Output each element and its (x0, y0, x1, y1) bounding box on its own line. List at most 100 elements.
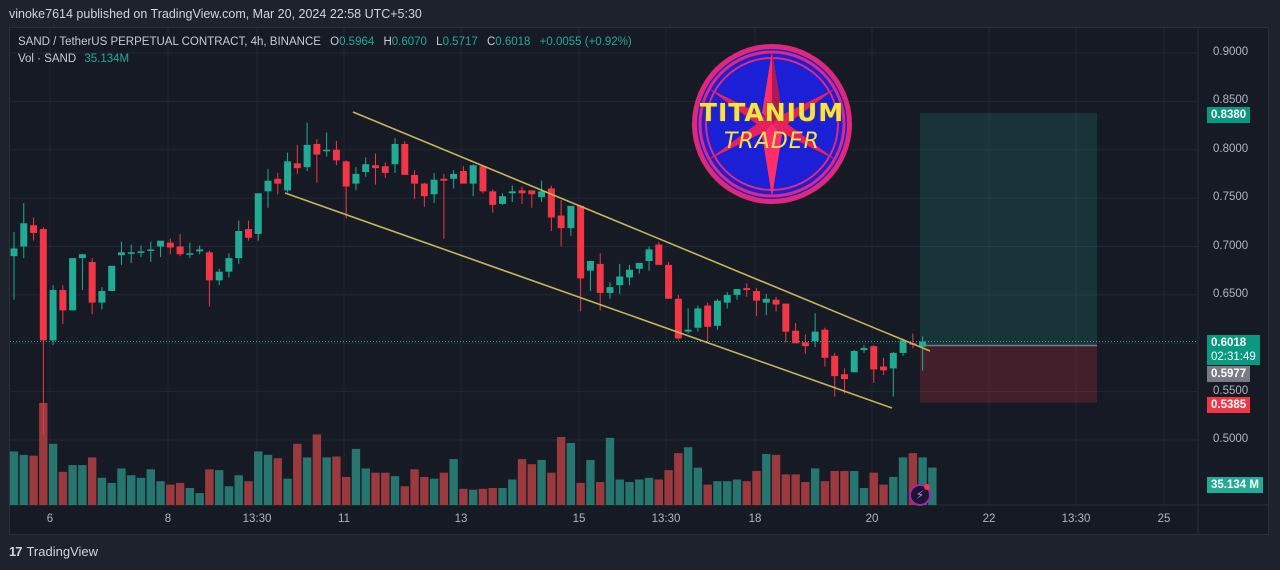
candle-down (440, 178, 448, 181)
candle-up (850, 350, 858, 373)
candle-down (39, 229, 47, 341)
candle-up (78, 254, 86, 259)
volume-bar (596, 482, 605, 505)
volume-bar (840, 471, 849, 505)
candle-up (450, 173, 458, 179)
candle-up (225, 258, 233, 272)
volume-bar (674, 453, 683, 505)
time-tick-label: 13:30 (1061, 513, 1091, 525)
volume-bar (117, 468, 126, 505)
last-price-label: 0.6018 02:31:49 (1207, 335, 1260, 365)
time-tick-label: 20 (865, 513, 879, 525)
time-tick-label: 6 (46, 513, 54, 525)
candle-up (98, 291, 106, 303)
candle-up (508, 191, 516, 194)
candle-up (713, 300, 721, 326)
candle-down (518, 190, 526, 194)
volume-bar (254, 451, 263, 505)
time-tick-label: 13:30 (242, 513, 272, 525)
volume-bar (781, 474, 791, 505)
candle-up (469, 165, 477, 184)
candle-up (860, 348, 868, 351)
volume-bar (762, 454, 771, 505)
candle-up (303, 144, 311, 168)
candle-up (352, 173, 360, 184)
volume-bar (439, 472, 449, 505)
candle-down (459, 171, 467, 184)
open-label: O (330, 36, 340, 48)
volume-bar (273, 458, 282, 505)
volume-bar (752, 471, 761, 505)
volume-bar (263, 454, 273, 505)
candle-down (420, 183, 428, 197)
volume-bar (48, 443, 58, 505)
candle-down (782, 303, 790, 332)
candle-up (20, 223, 28, 247)
candle-down (665, 264, 673, 299)
volume-bar (107, 482, 116, 505)
volume-bar (635, 479, 644, 505)
candle-up (137, 251, 145, 253)
footer-brand[interactable]: 17 TradingView (9, 544, 98, 559)
volume-bar (29, 455, 38, 505)
candle-down (880, 366, 888, 371)
logo-text-titanium: TITANIUM (699, 98, 845, 127)
candle-down (274, 178, 282, 184)
price-tick-label: 0.6500 (1213, 287, 1249, 300)
volume-bar (693, 467, 703, 505)
volume-bar (195, 493, 204, 505)
candle-up (811, 331, 819, 342)
candle-down (792, 330, 800, 344)
volume-bar (87, 457, 97, 505)
volume-bar (801, 482, 810, 505)
volume-bar (498, 488, 507, 505)
candle-down (381, 166, 389, 173)
volume-bar (341, 476, 351, 505)
volume-bar (576, 482, 585, 505)
price-tick-label: 0.5500 (1213, 384, 1249, 397)
volume-bar (224, 486, 234, 505)
candle-up (567, 205, 575, 229)
volume-bar (918, 457, 927, 505)
candle-up (723, 294, 731, 303)
volume-bar (97, 477, 107, 505)
candle-down (489, 191, 497, 205)
candle-up (147, 249, 155, 251)
volume-bar (9, 451, 19, 505)
volume-bar (449, 459, 458, 505)
volume-bar (615, 479, 624, 505)
volume-bar (586, 459, 595, 505)
candle-up (69, 258, 77, 311)
time-tick-label: 11 (338, 513, 350, 525)
channel-upper-trendline (352, 111, 931, 352)
candle-down (547, 188, 555, 218)
candle-up (108, 265, 116, 292)
volume-bar (127, 475, 136, 505)
open-value: 0.5964 (339, 36, 375, 48)
high-value: 0.6070 (391, 36, 427, 48)
volume-bar (869, 472, 878, 505)
candle-up (499, 196, 506, 204)
tradingview-brand: TradingView (26, 544, 99, 559)
candle-down (88, 261, 96, 303)
candle-up (919, 341, 927, 347)
candle-down (205, 252, 213, 281)
volume-bar (644, 477, 654, 505)
price-tick-label: 0.9000 (1213, 46, 1249, 58)
volume-bar (810, 468, 820, 505)
high-label: H (383, 36, 392, 48)
time-tick-label: 18 (748, 513, 762, 525)
volume-axis-label: 35.134 M (1207, 477, 1263, 493)
volume-bar (214, 470, 224, 505)
logo-text-trader: TRADER (724, 129, 820, 154)
symbol-title[interactable]: SAND / TetherUS PERPETUAL CONTRACT, 4h, … (18, 36, 321, 48)
volume-bar (166, 484, 175, 505)
volume-bar (293, 443, 302, 505)
entry-price-label: 0.5977 (1207, 366, 1251, 382)
close-label: C (486, 36, 496, 48)
volume-bar (381, 472, 390, 505)
candle-down (743, 288, 751, 291)
volume-bar (351, 448, 361, 505)
volume-label[interactable]: Vol · SAND (18, 53, 77, 65)
